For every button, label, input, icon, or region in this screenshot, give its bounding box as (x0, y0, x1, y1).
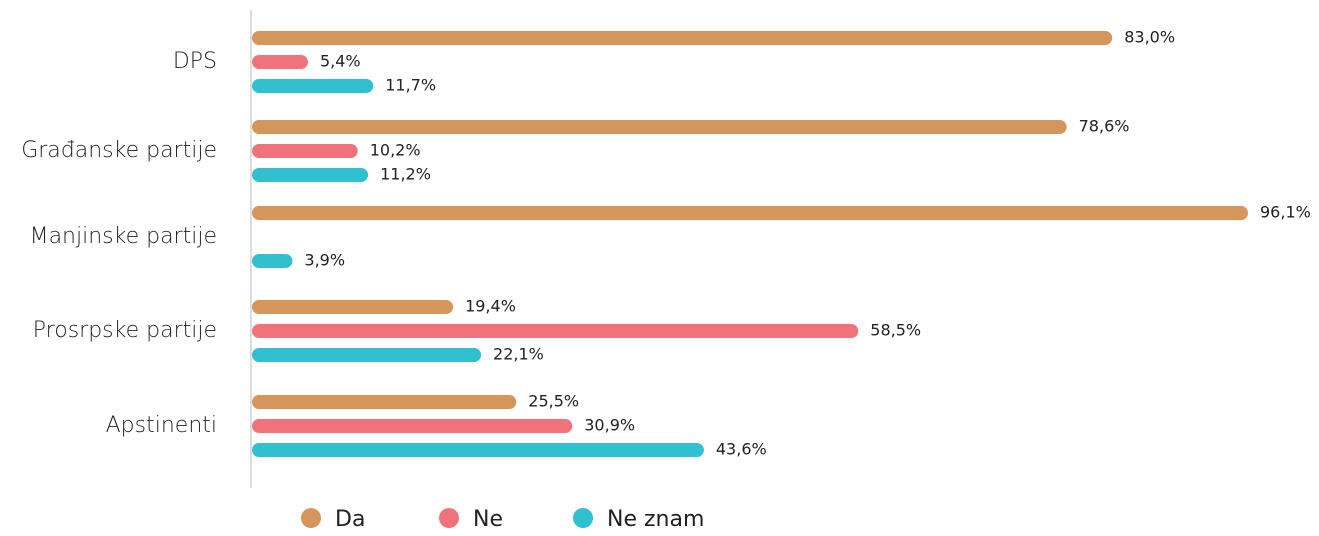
bar (252, 168, 369, 182)
bar (252, 144, 358, 158)
category-label: Apstinenti (106, 413, 217, 438)
category-label: Manjinske partije (30, 224, 217, 249)
bar (252, 419, 573, 433)
legend-label: Ne (473, 507, 503, 532)
value-label: 22,1% (493, 345, 544, 364)
bar (252, 55, 308, 69)
category-label: Građanske partije (21, 138, 217, 163)
legend-marker (439, 508, 459, 528)
value-label: 11,2% (380, 165, 431, 184)
value-label: 78,6% (1079, 117, 1130, 136)
bar (252, 79, 374, 93)
value-label: 58,5% (870, 321, 921, 340)
value-label: 10,2% (370, 141, 421, 160)
legend-marker (573, 508, 593, 528)
value-label: 19,4% (465, 297, 516, 316)
value-label: 83,0% (1124, 28, 1175, 47)
bar (252, 300, 454, 314)
bar (252, 206, 1248, 220)
bar (252, 120, 1067, 134)
bar (252, 31, 1113, 45)
category-label: DPS (173, 49, 217, 74)
legend-label: Da (335, 507, 365, 532)
bar (252, 348, 482, 362)
value-label: 3,9% (304, 251, 345, 270)
value-label: 96,1% (1260, 203, 1311, 222)
bar (252, 254, 293, 268)
value-label: 11,7% (385, 76, 436, 95)
bar (252, 324, 859, 338)
bar (252, 395, 517, 409)
value-label: 30,9% (584, 416, 635, 435)
category-label: Prosrpske partije (33, 318, 217, 343)
legend-label: Ne znam (607, 507, 704, 532)
value-label: 25,5% (528, 392, 579, 411)
bar (252, 443, 704, 457)
value-label: 5,4% (320, 52, 361, 71)
value-label: 43,6% (716, 440, 767, 459)
legend-marker (301, 508, 321, 528)
